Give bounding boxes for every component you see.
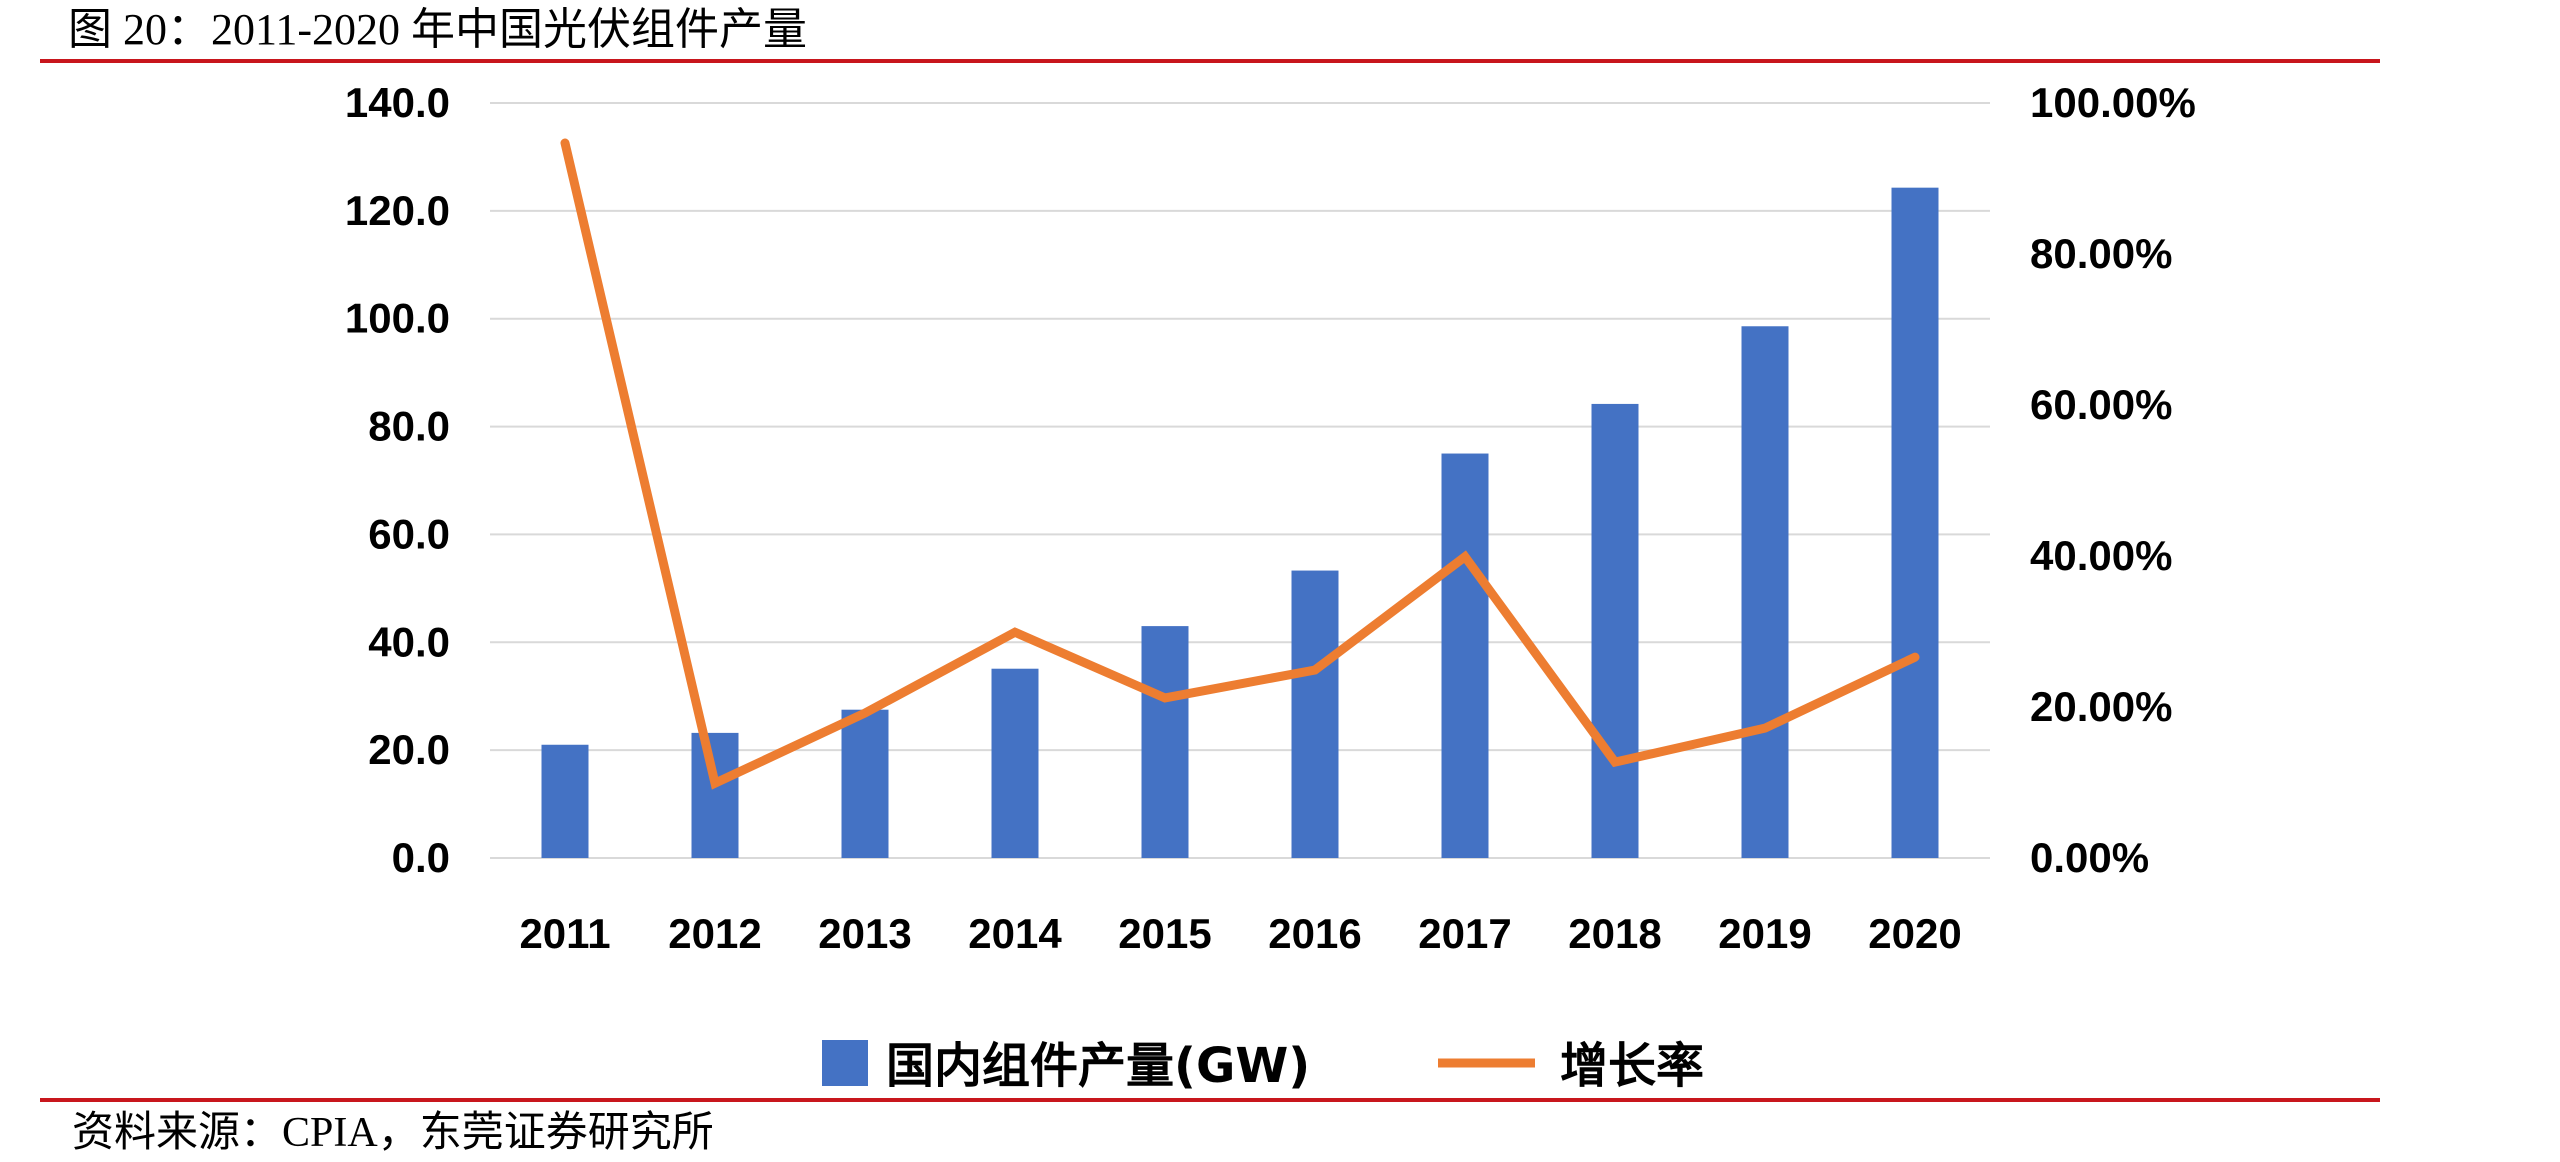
left-axis-tick-label: 0.0 (392, 834, 450, 881)
left-axis-tick-label: 40.0 (368, 618, 450, 665)
right-axis-tick-label: 0.00% (2030, 834, 2149, 881)
bottom-rule-divider (40, 1098, 2380, 1102)
right-axis-ticks: 0.00% 20.00% 40.00% 60.00% 80.00% 100.00% (2030, 79, 2196, 881)
legend: 国内组件产量(GW) 增长率 (822, 1038, 1704, 1094)
legend-bar-swatch-icon (822, 1040, 868, 1086)
bar-2013 (841, 709, 889, 858)
left-axis-tick-label: 140.0 (345, 79, 450, 126)
gridlines (490, 102, 1990, 859)
x-axis-tick-label: 2014 (968, 910, 1062, 957)
left-axis-tick-label: 120.0 (345, 187, 450, 234)
right-axis-tick-label: 20.00% (2030, 683, 2172, 730)
bar-2014 (991, 668, 1039, 858)
bar-2011 (541, 744, 589, 858)
bar-2019 (1741, 326, 1789, 858)
x-axis-tick-label: 2019 (1718, 910, 1811, 957)
top-rule-divider (40, 59, 2380, 63)
left-axis-ticks: 0.0 20.0 40.0 60.0 80.0 100.0 120.0 140.0 (345, 79, 450, 881)
x-axis-tick-label: 2011 (519, 910, 610, 957)
legend-label-production: 国内组件产量(GW) (886, 1038, 1310, 1094)
bar-2012 (691, 732, 739, 858)
left-axis-tick-label: 80.0 (368, 403, 450, 450)
bar-2016 (1291, 570, 1339, 858)
x-axis-tick-label: 2017 (1418, 910, 1511, 957)
right-axis-tick-label: 40.00% (2030, 532, 2172, 579)
right-axis-tick-label: 80.00% (2030, 230, 2172, 277)
x-axis-tick-label: 2012 (668, 910, 761, 957)
left-axis-tick-label: 20.0 (368, 726, 450, 773)
bar-2017 (1441, 453, 1489, 858)
x-axis-tick-label: 2013 (818, 910, 911, 957)
right-axis-tick-label: 60.00% (2030, 381, 2172, 428)
x-axis-tick-label: 2018 (1568, 910, 1661, 957)
source-note: 资料来源：CPIA，东莞证券研究所 (72, 1110, 714, 1156)
growth-rate-line (560, 138, 1920, 790)
right-axis-tick-label: 100.00% (2030, 79, 2196, 126)
left-axis-tick-label: 60.0 (368, 510, 450, 557)
production-bars (541, 187, 1939, 859)
bar-2020 (1891, 187, 1939, 859)
x-axis-ticks: 2011 2012 2013 2014 2015 2016 2017 2018 2019 2020 (519, 910, 1961, 957)
bar-2018 (1591, 403, 1639, 858)
x-axis-tick-label: 2016 (1268, 910, 1361, 957)
left-axis-tick-label: 100.0 (345, 295, 450, 342)
x-axis-tick-label: 2015 (1118, 910, 1211, 957)
figure-title: 图 20：2011-2020 年中国光伏组件产量 (68, 5, 808, 54)
x-axis-tick-label: 2020 (1868, 910, 1961, 957)
legend-label-growth: 增长率 (1560, 1038, 1704, 1094)
bar-2015 (1141, 626, 1189, 858)
